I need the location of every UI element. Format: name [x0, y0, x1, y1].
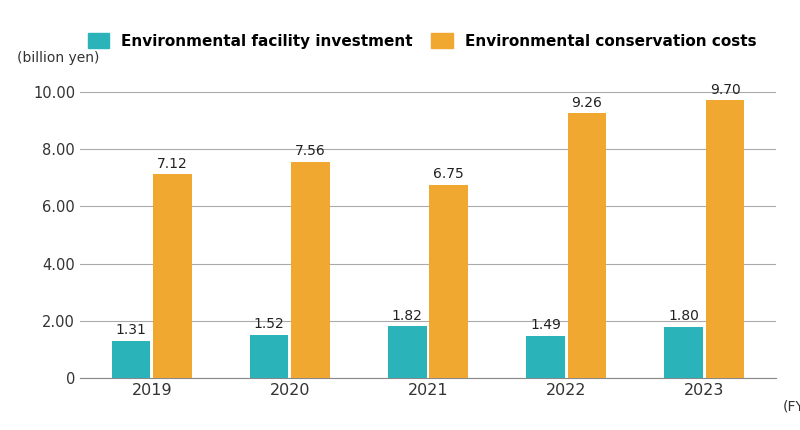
Text: 1.49: 1.49: [530, 318, 561, 332]
Bar: [706, 100, 744, 378]
Text: 1.31: 1.31: [115, 323, 146, 338]
Bar: [430, 185, 468, 378]
Bar: [250, 335, 289, 378]
Text: 7.56: 7.56: [295, 144, 326, 158]
Text: 9.26: 9.26: [571, 95, 602, 110]
Text: 1.80: 1.80: [668, 309, 699, 323]
Bar: [526, 336, 565, 378]
Bar: [153, 174, 192, 378]
Bar: [567, 113, 606, 378]
Text: (FY): (FY): [783, 399, 800, 414]
Text: 6.75: 6.75: [434, 167, 464, 181]
Bar: [291, 162, 330, 378]
Text: 7.12: 7.12: [157, 157, 188, 171]
Bar: [388, 326, 426, 378]
Bar: [664, 327, 703, 378]
Text: 1.52: 1.52: [254, 317, 285, 332]
Bar: [112, 341, 150, 378]
Text: 1.82: 1.82: [392, 309, 422, 323]
Text: (billion yen): (billion yen): [18, 51, 100, 65]
Text: 9.70: 9.70: [710, 83, 740, 97]
Legend: Environmental facility investment, Environmental conservation costs: Environmental facility investment, Envir…: [88, 33, 757, 49]
